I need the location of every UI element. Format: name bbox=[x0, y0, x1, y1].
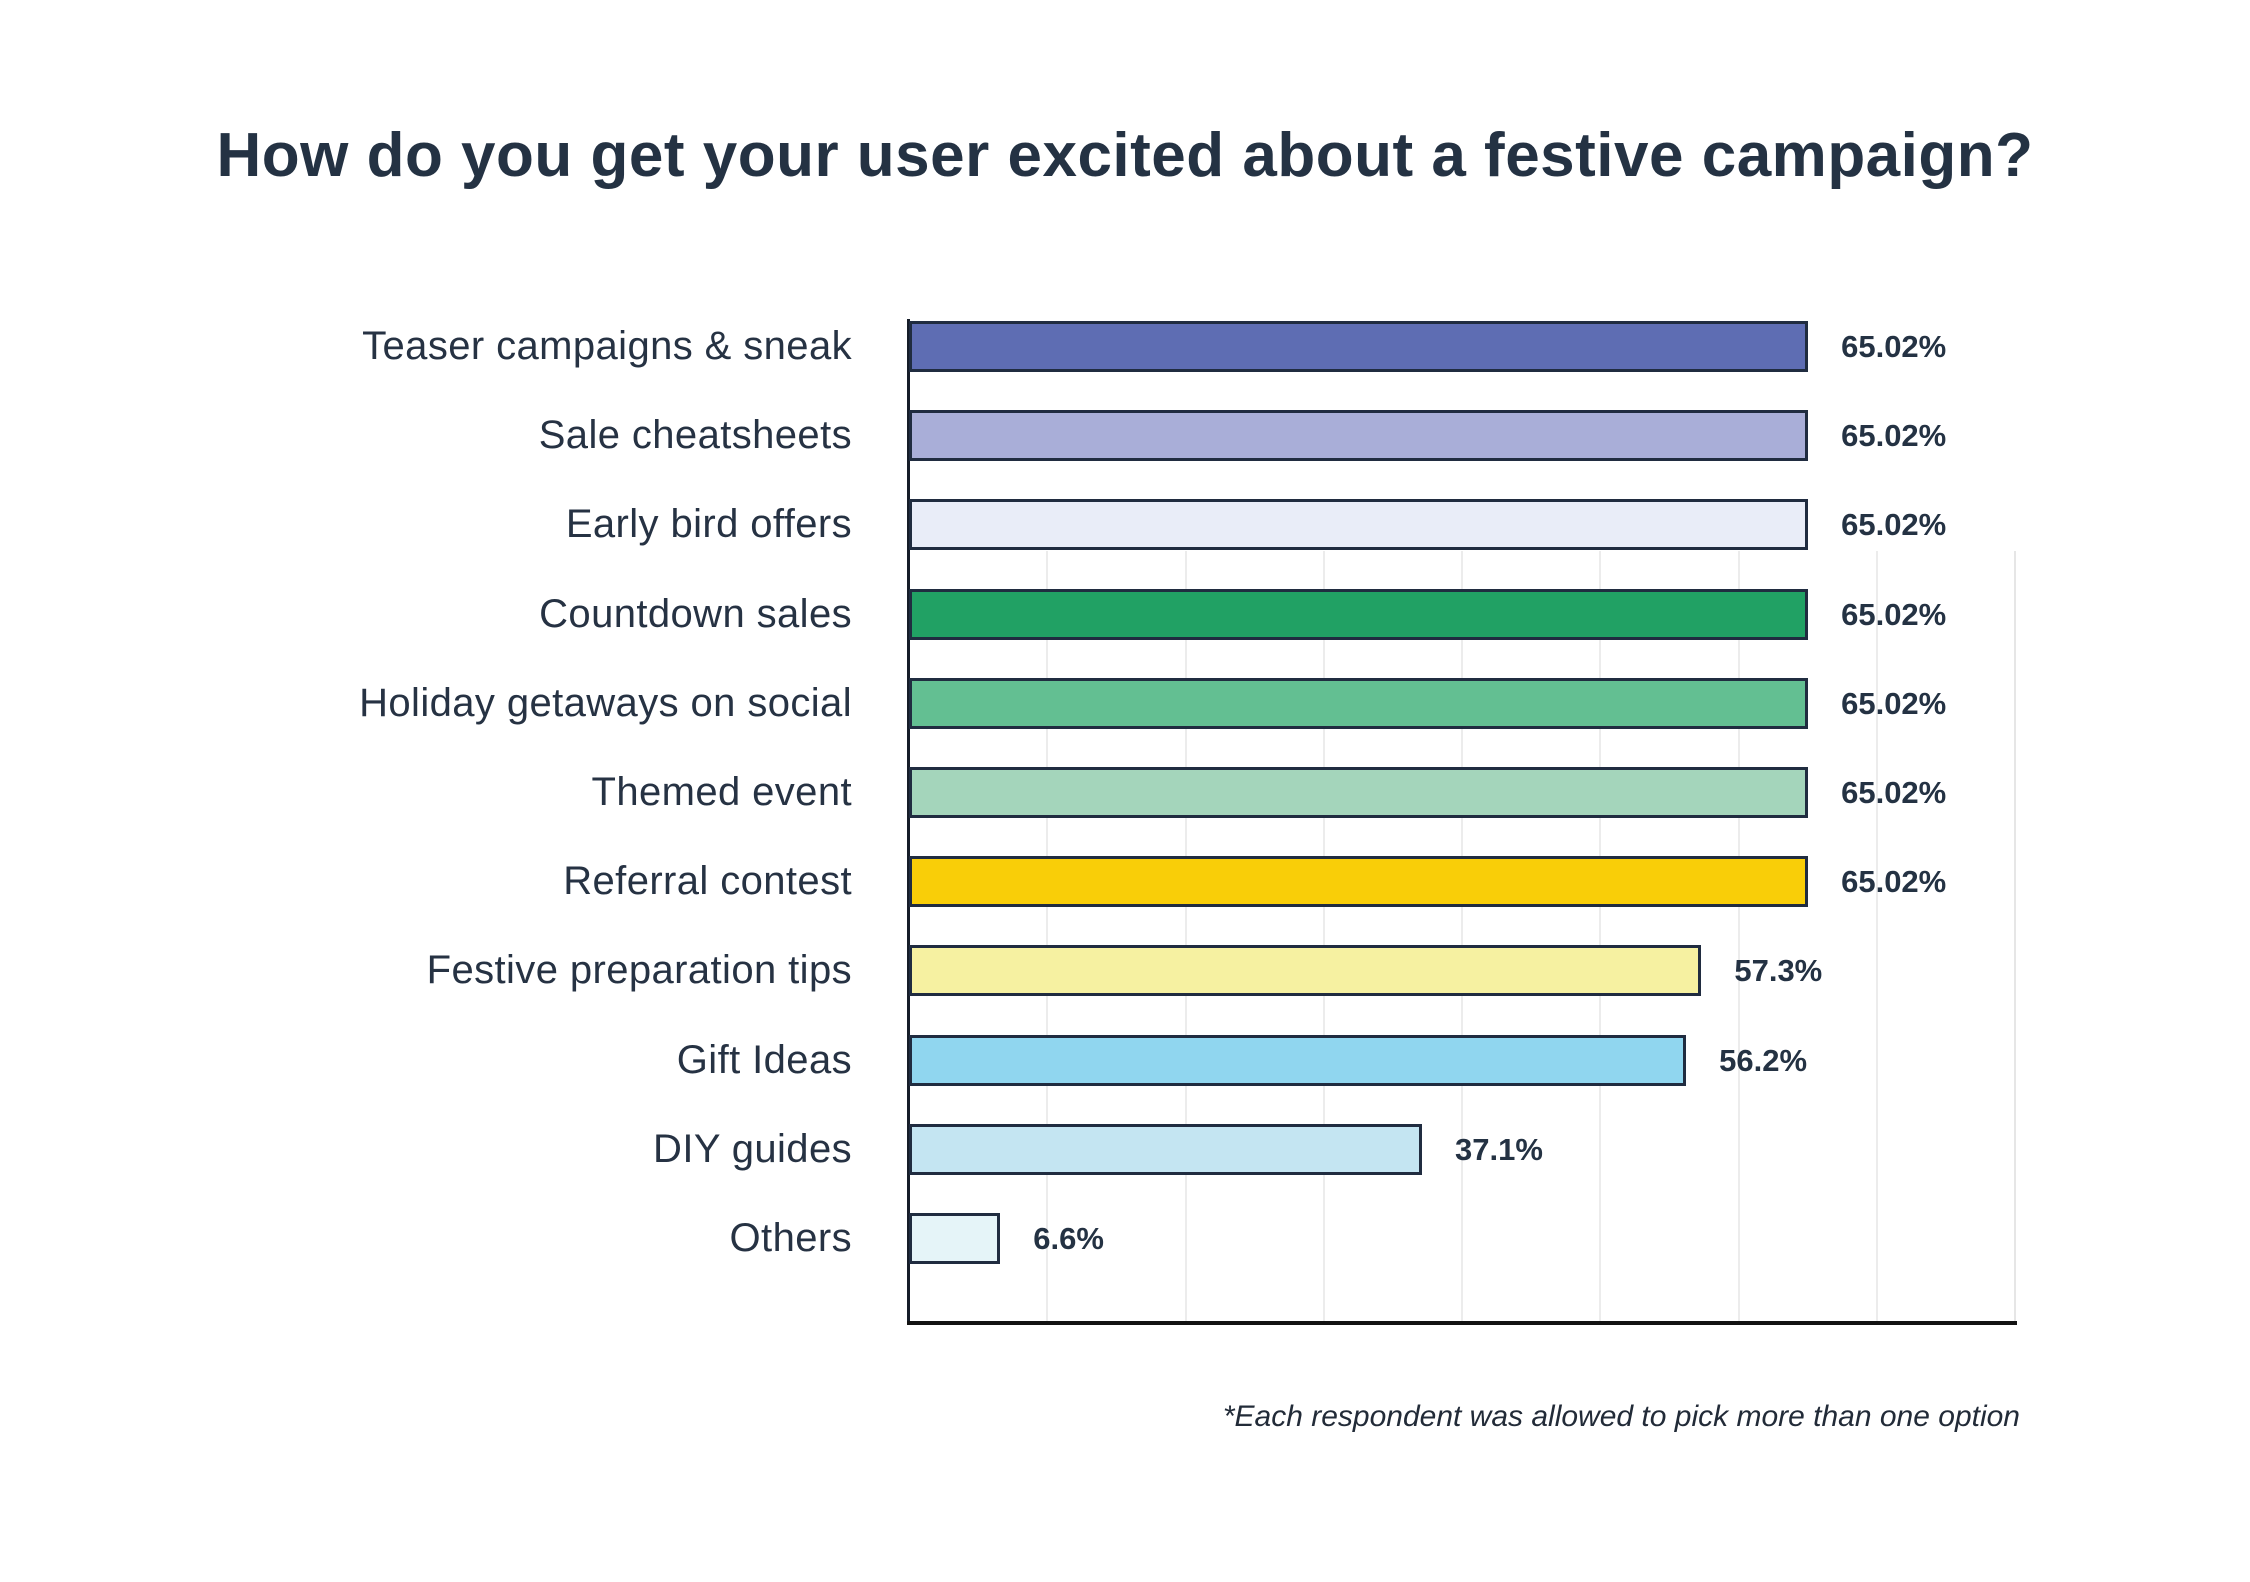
gridline-40-percent bbox=[1461, 551, 1464, 1321]
category-label: Others bbox=[729, 1216, 852, 1260]
bar bbox=[909, 499, 1809, 551]
category-label: Holiday getaways on social bbox=[359, 680, 852, 725]
value-label: 65.02% bbox=[1841, 864, 1947, 900]
gridline-50-percent bbox=[1599, 551, 1602, 1321]
bar bbox=[909, 677, 1809, 729]
bar bbox=[909, 767, 1809, 818]
y-axis-line bbox=[907, 319, 910, 1325]
bar bbox=[909, 945, 1702, 997]
value-label: 37.1% bbox=[1455, 1131, 1543, 1167]
x-axis-line bbox=[907, 1321, 2017, 1325]
gridline-10-percent bbox=[1046, 551, 1049, 1321]
gridline-80-percent bbox=[2014, 551, 2017, 1321]
gridline-30-percent bbox=[1322, 551, 1325, 1321]
value-label: 57.3% bbox=[1734, 953, 1823, 989]
category-label: Referral contest bbox=[563, 859, 852, 904]
value-label: 6.6% bbox=[1033, 1221, 1104, 1256]
category-label: Gift Ideas bbox=[676, 1037, 852, 1082]
category-label: DIY guides bbox=[653, 1126, 852, 1171]
value-label: 65.02% bbox=[1841, 775, 1947, 810]
chart-title: How do you get your user excited about a… bbox=[216, 121, 2034, 190]
category-label: Teaser campaigns & sneak bbox=[362, 324, 852, 368]
value-label: 65.02% bbox=[1841, 329, 1947, 364]
category-label: Festive preparation tips bbox=[426, 948, 852, 993]
bar bbox=[909, 1123, 1423, 1175]
value-label: 65.02% bbox=[1841, 685, 1947, 721]
category-label: Early bird offers bbox=[565, 502, 852, 547]
value-label: 65.02% bbox=[1841, 507, 1947, 543]
gridline-60-percent bbox=[1737, 551, 1740, 1321]
bar bbox=[909, 1213, 1001, 1264]
footnote: *Each respondent was allowed to pick mor… bbox=[1222, 1400, 2020, 1433]
value-label: 56.2% bbox=[1719, 1042, 1808, 1078]
gridline-20-percent bbox=[1184, 551, 1187, 1321]
value-label: 65.02% bbox=[1841, 418, 1947, 454]
gridline-70-percent bbox=[1875, 551, 1878, 1321]
value-label: 65.02% bbox=[1841, 596, 1947, 632]
bar bbox=[909, 856, 1809, 908]
bar bbox=[909, 1034, 1687, 1086]
category-label: Sale cheatsheets bbox=[538, 413, 852, 458]
bar bbox=[909, 410, 1809, 462]
bar bbox=[909, 321, 1809, 372]
category-label: Themed event bbox=[591, 770, 852, 814]
bar bbox=[909, 588, 1809, 640]
category-label: Countdown sales bbox=[539, 591, 852, 636]
